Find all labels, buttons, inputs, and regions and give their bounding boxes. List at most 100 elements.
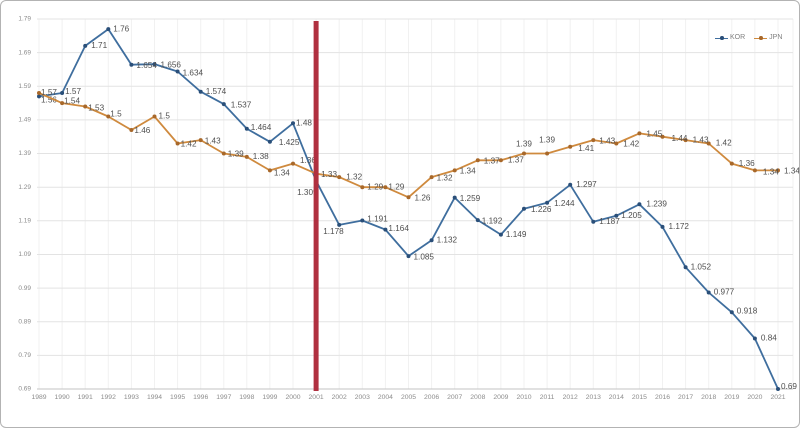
jpn-data-point — [776, 168, 780, 173]
jpn-data-point — [406, 195, 411, 200]
kor-data-label: 1.052 — [691, 262, 712, 271]
y-axis-label: 0.99 — [18, 285, 31, 292]
kor-data-label: 0.69 — [781, 382, 797, 391]
jpn-line-swatch — [754, 35, 768, 42]
y-axis-label: 1.09 — [18, 251, 31, 258]
legend-item-kor: KOR — [715, 34, 745, 42]
x-axis-label: 2012 — [563, 394, 578, 401]
jpn-data-point — [175, 141, 180, 146]
jpn-data-label: 1.34 — [274, 169, 290, 178]
kor-data-label: 1.172 — [669, 222, 690, 231]
legend-label-kor: KOR — [730, 34, 746, 41]
kor-data-label: 1.71 — [91, 41, 107, 50]
kor-data-label: 1.085 — [414, 252, 435, 261]
y-axis-label: 1.29 — [18, 184, 31, 191]
jpn-data-label: 1.32 — [346, 172, 362, 181]
kor-data-point — [83, 43, 88, 48]
x-axis-label: 2021 — [770, 394, 785, 401]
y-axis-label: 0.79 — [18, 352, 31, 359]
kor-line-swatch — [715, 35, 728, 42]
jpn-data-point — [106, 114, 111, 119]
jpn-data-label: 1.43 — [599, 136, 615, 145]
jpn-data-point — [291, 161, 295, 166]
x-axis-label: 1996 — [193, 394, 208, 401]
x-axis-label: 2014 — [609, 394, 624, 401]
jpn-data-point — [383, 185, 388, 190]
kor-data-point — [244, 126, 249, 131]
kor-data-label: 1.132 — [437, 235, 458, 244]
kor-data-point — [637, 202, 642, 207]
kor-data-point — [152, 62, 157, 67]
x-axis: 1989 1990 1991 1992 1993 1994 1995 1996 1997 1998… — [31, 394, 785, 401]
kor-data-label: 1.259 — [460, 194, 481, 203]
kor-data-point — [522, 206, 526, 211]
horizontal-gridlines — [37, 18, 793, 390]
x-axis-label: 1998 — [239, 394, 254, 401]
kor-data-label: 1.57 — [65, 87, 81, 96]
kor-data-point — [198, 89, 203, 94]
jpn-data-point — [129, 128, 134, 132]
jpn-data-label: 1.34 — [784, 167, 800, 176]
kor-data-label: 1.244 — [554, 199, 575, 208]
jpn-data-label: 1.42 — [623, 140, 639, 149]
x-axis-label: 1993 — [124, 394, 139, 401]
legend-label-jpn: JPN — [769, 34, 783, 41]
jpn-data-label: 1.37 — [508, 155, 524, 164]
kor-data-point — [429, 238, 434, 243]
jpn-data-label: 1.45 — [646, 130, 662, 139]
kor-data-point — [406, 254, 411, 259]
kor-data-point — [568, 182, 573, 187]
x-axis-label: 2017 — [678, 394, 693, 401]
jpn-data-label: 1.29 — [367, 182, 383, 191]
jpn-data-point — [429, 175, 434, 180]
jpn-data-label: 1.44 — [672, 134, 688, 143]
x-axis-label: 1994 — [147, 394, 162, 401]
kor-data-point — [291, 121, 295, 126]
jpn-marker-dot — [759, 36, 763, 40]
kor-data-label: 0.977 — [714, 288, 735, 297]
kor-data-point — [752, 336, 757, 341]
kor-data-label: 1.654 — [136, 61, 157, 70]
jpn-data-label: 1.42 — [716, 139, 732, 148]
x-axis-label: 2019 — [724, 394, 739, 401]
kor-data-point — [475, 218, 480, 223]
chart-legend: KOR JPN — [715, 34, 782, 42]
jpn-data-label: 1.46 — [134, 126, 150, 135]
jpn-data-point — [221, 151, 226, 156]
x-axis-label: 1991 — [78, 394, 93, 401]
x-axis-label: 2001 — [309, 394, 324, 401]
jpn-data-label: 1.43 — [693, 135, 709, 144]
kor-data-labels: 1.561.571.711.761.654 1.6561.6341.5741.53… — [41, 24, 797, 391]
x-axis-label: 2011 — [540, 394, 555, 401]
kor-data-label: 0.84 — [761, 334, 777, 343]
x-axis-label: 2013 — [586, 394, 601, 401]
jpn-data-point — [498, 158, 503, 163]
vertical-gridlines — [38, 19, 794, 389]
kor-data-label: 1.297 — [576, 180, 597, 189]
jpn-data-point — [568, 144, 573, 149]
jpn-data-label: 1.57 — [41, 88, 57, 97]
jpn-data-label: 1.39 — [516, 140, 532, 149]
y-axis-label: 1.49 — [18, 117, 31, 124]
y-axis-label: 1.59 — [18, 83, 31, 90]
jpn-data-point — [152, 114, 157, 119]
kor-data-point — [729, 310, 734, 315]
x-axis-label: 2000 — [285, 394, 300, 401]
kor-series-markers — [37, 27, 780, 391]
x-axis-label: 2008 — [470, 394, 485, 401]
x-axis-label: 2007 — [447, 394, 462, 401]
kor-data-label: 1.205 — [621, 211, 642, 220]
jpn-data-point — [706, 141, 711, 146]
jpn-data-point — [198, 138, 203, 143]
x-axis-label: 2003 — [355, 394, 370, 401]
kor-data-label: 1.191 — [367, 215, 388, 224]
y-axis-label: 1.19 — [18, 218, 31, 225]
jpn-data-label: 1.43 — [205, 136, 221, 145]
y-axis-label: 1.69 — [18, 49, 31, 56]
y-axis-label: 1.79 — [18, 16, 31, 23]
x-axis-label: 2016 — [655, 394, 670, 401]
jpn-data-point — [360, 185, 365, 190]
jpn-data-point — [522, 151, 526, 156]
jpn-data-label: 1.36 — [300, 156, 316, 165]
